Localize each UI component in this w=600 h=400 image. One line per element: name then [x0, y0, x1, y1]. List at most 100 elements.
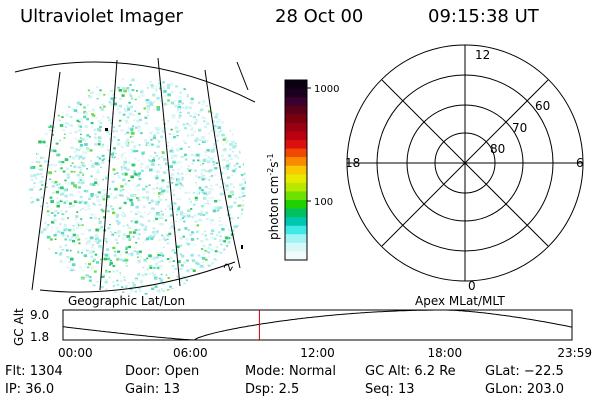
emission-speck — [114, 250, 117, 253]
emission-speck — [158, 255, 162, 259]
emission-speck — [198, 128, 202, 132]
emission-speck — [169, 227, 172, 229]
emission-speck — [122, 233, 127, 237]
longitude-line — [99, 59, 118, 291]
emission-speck — [204, 185, 208, 189]
color-scale-cell — [285, 208, 307, 218]
emission-speck — [162, 282, 165, 285]
emission-speck — [227, 241, 232, 244]
emission-speck — [79, 121, 84, 125]
emission-speck — [166, 233, 170, 237]
emission-speck — [59, 260, 63, 263]
emission-speck — [108, 133, 111, 135]
emission-speck — [125, 262, 128, 264]
emission-speck — [117, 235, 121, 237]
emission-speck — [192, 159, 195, 162]
emission-speck — [206, 160, 211, 164]
emission-speck — [137, 129, 141, 132]
emission-speck — [156, 201, 160, 204]
emission-speck — [89, 183, 93, 186]
emission-speck — [161, 234, 164, 237]
emission-speck — [166, 289, 171, 292]
emission-speck — [186, 214, 191, 218]
emission-speck — [81, 138, 85, 141]
emission-speck — [120, 280, 123, 282]
emission-speck — [123, 160, 127, 164]
emission-speck — [107, 255, 110, 258]
emission-speck — [226, 245, 230, 248]
emission-speck — [168, 215, 171, 218]
emission-speck — [207, 251, 211, 254]
emission-speck — [192, 269, 196, 272]
emission-speck — [141, 274, 145, 277]
emission-speck — [223, 248, 226, 251]
emission-speck — [101, 210, 105, 213]
emission-speck — [186, 122, 189, 125]
emission-speck — [85, 152, 87, 154]
emission-speck — [187, 94, 189, 96]
emission-speck — [100, 107, 104, 111]
geographic-grid — [14, 57, 256, 293]
emission-speck — [38, 168, 41, 171]
emission-speck — [117, 86, 120, 89]
emission-speck — [108, 100, 112, 104]
emission-speck — [39, 205, 42, 208]
emission-speck — [179, 147, 183, 150]
emission-speck — [192, 116, 196, 119]
emission-speck — [132, 231, 136, 234]
emission-speck — [123, 108, 126, 110]
emission-speck — [211, 219, 215, 222]
emission-speck — [235, 142, 237, 145]
emission-speck — [124, 133, 126, 135]
emission-speck — [88, 95, 93, 99]
emission-speck — [157, 254, 162, 257]
emission-speck — [112, 265, 116, 268]
emission-speck — [107, 227, 111, 230]
emission-speck — [179, 130, 181, 132]
emission-speck — [100, 225, 104, 229]
emission-speck — [155, 176, 159, 180]
emission-speck — [68, 261, 71, 263]
emission-speck — [164, 208, 167, 211]
emission-speck — [49, 196, 53, 199]
emission-speck — [63, 224, 67, 227]
emission-speck — [173, 160, 175, 162]
emission-speck — [224, 173, 227, 175]
orbit-plot-ylabel: GC Alt — [12, 308, 26, 346]
emission-speck — [176, 177, 179, 180]
emission-speck — [143, 228, 147, 231]
emission-speck — [167, 99, 170, 102]
color-scale-cell — [285, 114, 307, 124]
emission-speck — [76, 233, 79, 236]
emission-speck — [216, 134, 220, 137]
emission-speck — [204, 191, 207, 193]
emission-speck — [81, 200, 85, 203]
emission-speck — [180, 211, 184, 214]
emission-speck — [146, 257, 149, 260]
emission-speck — [226, 168, 229, 170]
emission-speck — [218, 231, 221, 234]
emission-speck — [119, 119, 122, 122]
emission-speck — [190, 97, 194, 101]
emission-speck — [183, 261, 186, 264]
emission-speck — [46, 186, 48, 188]
emission-speck — [194, 112, 197, 115]
emission-speck — [163, 94, 167, 97]
emission-speck — [81, 176, 84, 179]
emission-speck — [210, 232, 213, 235]
emission-speck — [40, 230, 44, 234]
emission-speck — [204, 117, 207, 120]
emission-speck — [210, 236, 214, 239]
emission-speck — [140, 90, 144, 94]
emission-speck — [232, 233, 236, 237]
info-label: IP: — [5, 382, 22, 397]
emission-speck — [152, 256, 156, 260]
emission-speck — [188, 169, 191, 172]
emission-speck — [80, 181, 85, 185]
emission-speck — [168, 260, 172, 263]
emission-speck — [124, 157, 127, 160]
emission-speck — [184, 191, 188, 194]
emission-speck — [241, 212, 245, 216]
emission-speck — [136, 252, 140, 255]
emission-speck — [226, 159, 230, 162]
